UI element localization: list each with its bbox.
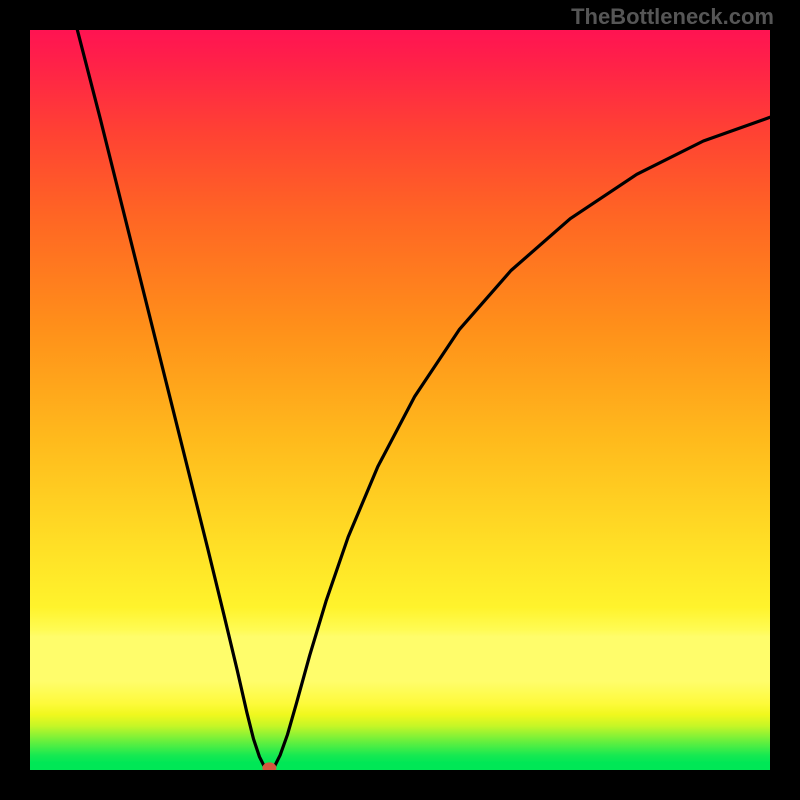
gradient-background [30,30,770,770]
plot-area [30,30,770,770]
chart-container: TheBottleneck.com [0,0,800,800]
watermark-text: TheBottleneck.com [571,4,774,30]
